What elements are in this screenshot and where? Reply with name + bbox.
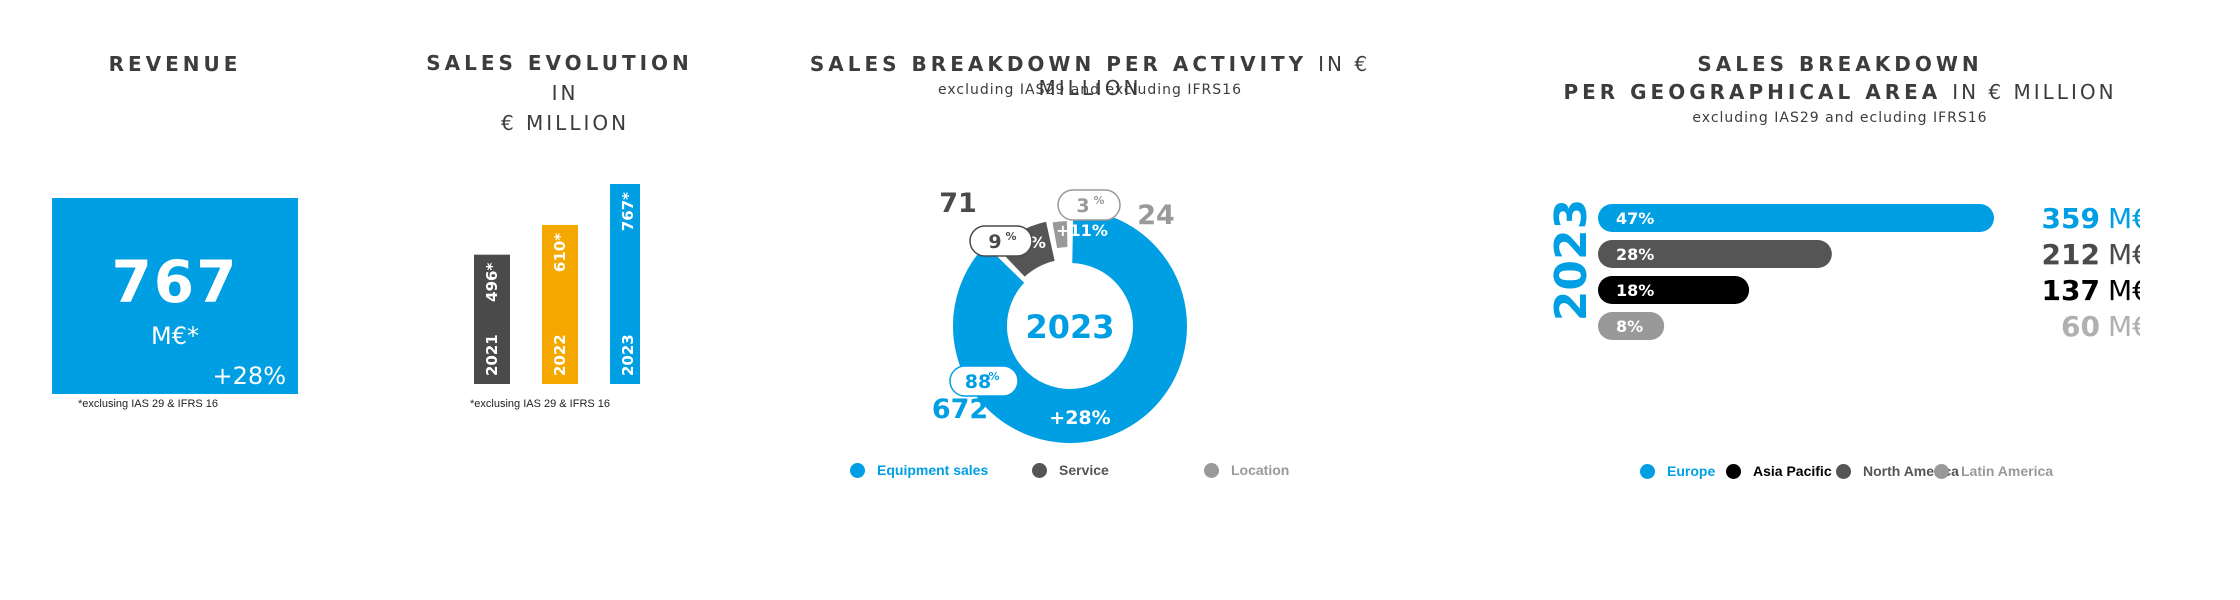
legend-dot xyxy=(1032,462,1047,478)
evolution-year-label: 2022 xyxy=(551,334,569,376)
geo-value-label: 137 xyxy=(2042,274,2100,307)
activity-title-bold: SALES BREAKDOWN PER ACTIVITY xyxy=(809,52,1308,76)
donut-percent-sign: % xyxy=(988,370,999,383)
evolution-bar-2021 xyxy=(474,254,510,384)
legend-dot xyxy=(1726,463,1741,479)
geo-title-line2: PER GEOGRAPHICAL AREA IN € MILLION xyxy=(1560,80,2120,104)
geo-bar-europe xyxy=(1598,204,1994,232)
legend-label: Asia Pacific xyxy=(1753,463,1832,479)
legend-label: Location xyxy=(1231,462,1290,478)
geo-value-label: 212 xyxy=(2042,238,2100,271)
legend-item-asia-pacific: Asia Pacific xyxy=(1726,463,1832,479)
legend-item-service: Service xyxy=(1032,462,1109,478)
evolution-year-label: 2021 xyxy=(483,334,501,376)
evolution-year-label: 2023 xyxy=(619,334,637,376)
donut-percent-pill xyxy=(949,365,1019,397)
geo-title-line1: SALES BREAKDOWN xyxy=(1697,52,1983,76)
sales-evolution-title: SALES EVOLUTION IN € MILLION xyxy=(420,48,710,138)
legend-dot xyxy=(1640,463,1655,479)
revenue-unit: M€* xyxy=(151,322,199,350)
legend-dot xyxy=(850,462,865,478)
geo-value-label: 60 xyxy=(2061,310,2100,343)
geo-title-line2-bold: PER GEOGRAPHICAL AREA xyxy=(1563,80,1942,104)
evolution-bar-2023 xyxy=(610,184,640,384)
donut-value-label: 71 xyxy=(939,188,977,219)
geo-bar-north-america xyxy=(1598,240,1832,268)
sales-evolution-note: *exclusing IAS 29 & IFRS 16 xyxy=(470,398,611,410)
geo-unit-label: M€ xyxy=(2108,310,2140,343)
legend-item-location: Location xyxy=(1204,462,1289,478)
evolution-value-label: 610* xyxy=(551,233,569,272)
geo-title-line2-light: IN € MILLION xyxy=(1952,80,2117,104)
geo-percent-label: 8% xyxy=(1616,317,1643,336)
geo-unit-label: M€ xyxy=(2108,202,2140,235)
evolution-value-label: 496* xyxy=(483,263,501,302)
geo-legend: Europe Asia Pacific North America Latin Ame… xyxy=(1640,463,2120,485)
geo-value-label: 359 xyxy=(2042,202,2100,235)
revenue-growth: +28% xyxy=(212,362,286,390)
revenue-note: *exclusing IAS 29 & IFRS 16 xyxy=(78,398,219,410)
activity-title: SALES BREAKDOWN PER ACTIVITY IN € MILLIO… xyxy=(780,52,1400,100)
revenue-value: 767 xyxy=(111,248,239,316)
activity-subtitle: excluding IAS29 and excluding IFRS16 xyxy=(938,82,1242,98)
sales-evolution-title-light-1: IN xyxy=(551,81,579,105)
legend-dot xyxy=(1204,462,1219,478)
legend-dot xyxy=(1836,463,1851,479)
geo-bar-latin-america xyxy=(1598,312,1665,340)
legend-item-latin-america: Latin America xyxy=(1934,463,2053,479)
revenue-box: 767 M€* +28% xyxy=(52,198,298,394)
donut-percent-label: 9 xyxy=(988,231,1001,253)
donut-center-label: 2023 xyxy=(1025,308,1114,346)
sales-evolution-title-bold: SALES EVOLUTION xyxy=(426,51,693,75)
geo-year-label: 2023 xyxy=(1546,199,1597,321)
sales-evolution-chart: 2021 496* 2022 610* 2023 767* xyxy=(474,184,640,384)
geo-subtitle: excluding IAS29 and ecluding IFRS16 xyxy=(1692,110,1988,126)
evolution-bar-2022 xyxy=(542,224,578,384)
donut-percent-pill xyxy=(1057,189,1121,221)
geo-unit-label: M€ xyxy=(2108,274,2140,307)
legend-item-equipment-sales: Equipment sales xyxy=(850,462,988,478)
donut-percent-label: 3 xyxy=(1076,195,1089,217)
donut-value-label: 24 xyxy=(1137,200,1175,231)
donut-percent-pill xyxy=(969,225,1033,257)
activity-title-light: IN € MILLION xyxy=(1038,52,1371,100)
legend-label: Service xyxy=(1059,462,1109,478)
donut-growth-label: +11% xyxy=(1056,221,1108,240)
donut-value-label: 672 xyxy=(932,394,988,425)
donut-percent-sign: % xyxy=(1005,230,1016,243)
geo-bar-asia-pacific xyxy=(1598,276,1750,304)
legend-label: Europe xyxy=(1667,463,1716,479)
legend-label: Equipment sales xyxy=(877,462,989,478)
donut-growth-label: +28% xyxy=(1049,407,1110,429)
geo-percent-label: 28% xyxy=(1616,245,1654,264)
donut-percent-label: 88 xyxy=(965,371,991,393)
legend-label: Latin America xyxy=(1961,463,2054,479)
donut-slice-location xyxy=(1050,219,1070,251)
activity-legend: Equipment sales Service Location xyxy=(850,462,1310,484)
geo-percent-label: 47% xyxy=(1616,209,1654,228)
legend-dot xyxy=(1934,463,1949,479)
sales-evolution-title-light-2: € MILLION xyxy=(500,111,630,135)
donut-percent-sign: % xyxy=(1093,194,1104,207)
evolution-value-label: 767* xyxy=(619,192,637,231)
legend-item-europe: Europe xyxy=(1640,463,1715,479)
revenue-title: REVENUE xyxy=(108,52,242,76)
geo-percent-label: 18% xyxy=(1616,281,1654,300)
geo-unit-label: M€ xyxy=(2108,238,2140,271)
